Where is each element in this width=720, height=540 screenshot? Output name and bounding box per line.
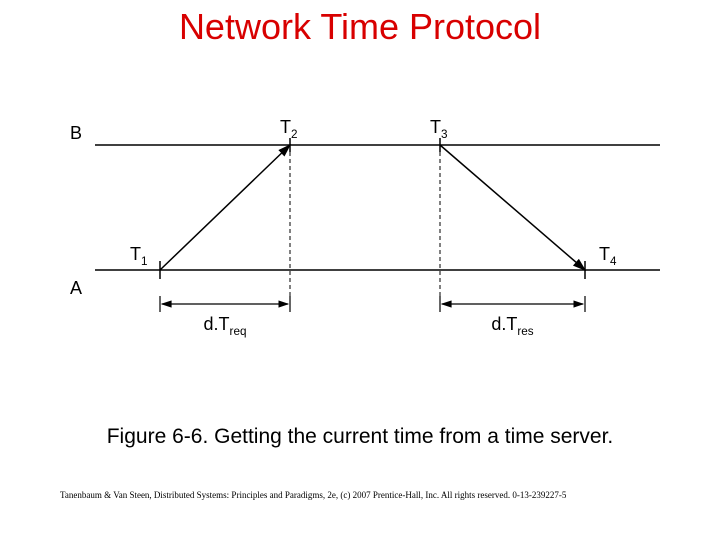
svg-text:d.Tres: d.Tres: [491, 314, 533, 338]
slide: Network Time Protocol B A T1 T2 T3 T4 d.Treq d.…: [0, 0, 720, 540]
svg-text:T2: T2: [280, 117, 298, 141]
figure-caption: Figure 6-6. Getting the current time fro…: [0, 425, 720, 449]
svg-text:T4: T4: [599, 244, 617, 268]
copyright-footer: Tanenbaum & Van Steen, Distributed Syste…: [60, 490, 660, 500]
svg-text:T3: T3: [430, 117, 448, 141]
svg-text:B: B: [70, 123, 82, 143]
slide-title: Network Time Protocol: [0, 6, 720, 48]
svg-text:T1: T1: [130, 244, 148, 268]
svg-text:d.Treq: d.Treq: [204, 314, 247, 338]
timing-diagram: B A T1 T2 T3 T4 d.Treq d.Tres: [55, 110, 660, 345]
svg-text:A: A: [70, 278, 82, 298]
